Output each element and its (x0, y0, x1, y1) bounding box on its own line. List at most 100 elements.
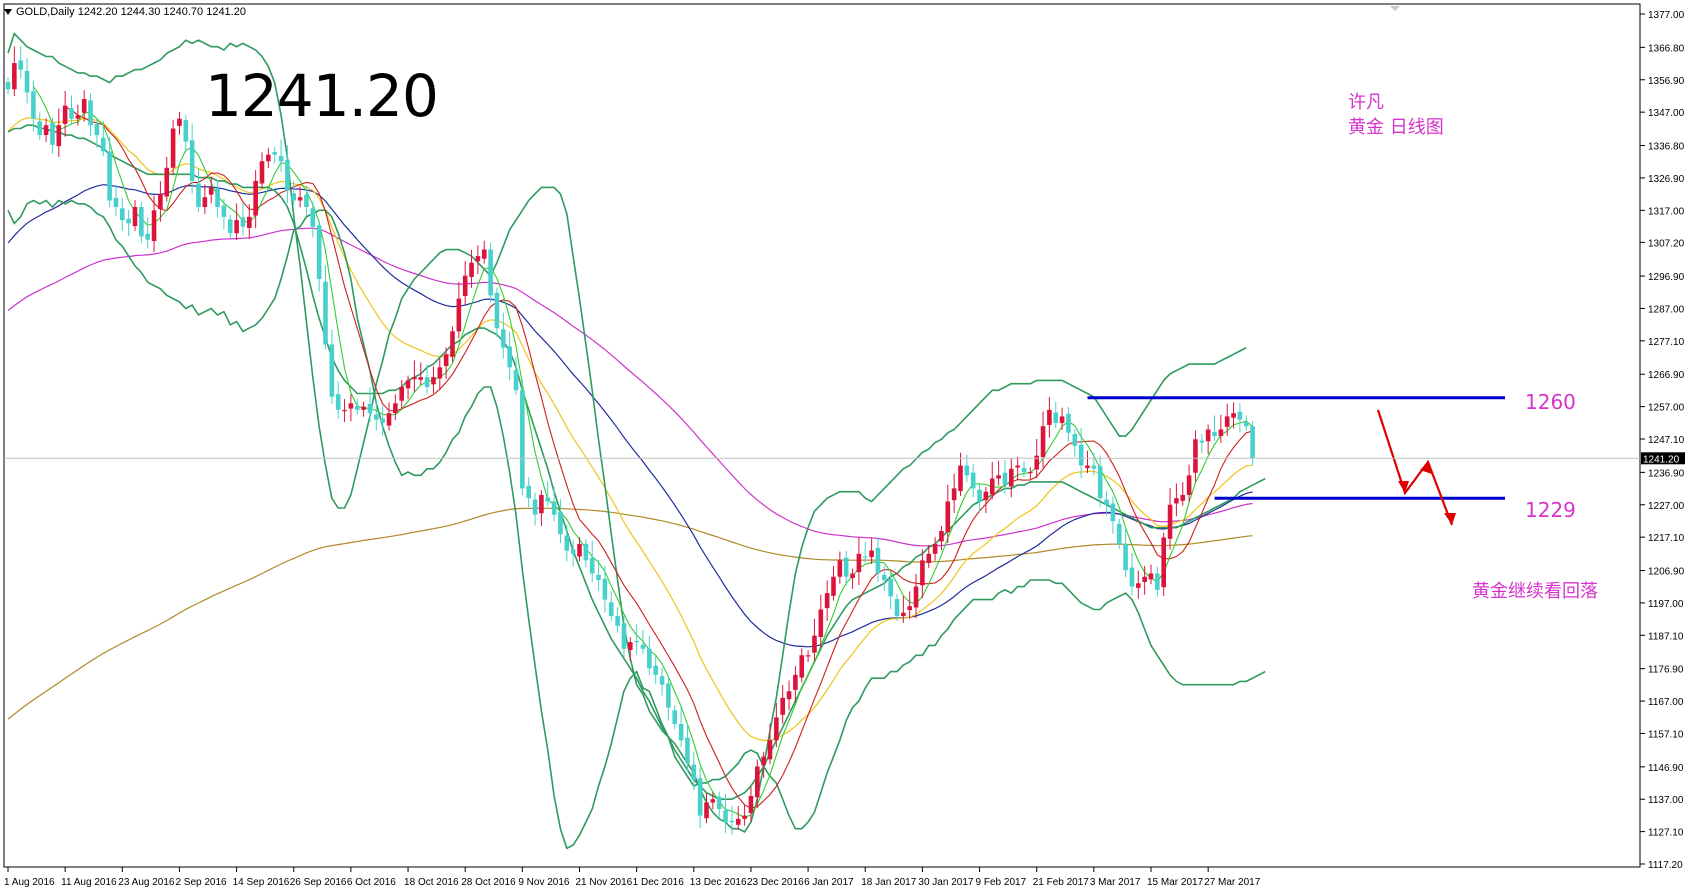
candle-body (596, 574, 601, 581)
candle-body (1129, 567, 1135, 587)
candle-body (94, 123, 100, 136)
candle-body (43, 125, 49, 136)
y-tick-label: 1336.80 (1648, 142, 1685, 153)
candle-body (1142, 576, 1147, 582)
candle (234, 203, 239, 241)
candle-body (62, 105, 68, 124)
chart-header: GOLD,Daily 1242.20 1244.30 1240.70 1241.… (4, 6, 246, 18)
candle-body (539, 494, 544, 514)
y-tick-label: 1127.10 (1648, 828, 1684, 839)
x-tick-label: 1 Dec 2016 (633, 877, 685, 888)
x-tick-label: 18 Jan 2017 (861, 877, 916, 888)
candle-body (1034, 455, 1039, 470)
scroll-marker-icon[interactable] (1390, 6, 1400, 11)
candle-body (215, 188, 220, 208)
candle (1186, 464, 1192, 502)
candle (151, 195, 157, 252)
candle (850, 568, 855, 589)
candle (501, 312, 506, 359)
candle (545, 480, 551, 507)
candle-body (170, 128, 176, 168)
candle-body (69, 108, 74, 119)
candle-body (640, 644, 646, 649)
candle (640, 630, 646, 654)
candle (1212, 415, 1217, 441)
candle-body (831, 576, 836, 596)
yellow-ma-layer (7, 117, 1253, 742)
candle (139, 202, 144, 244)
candle (1047, 397, 1052, 438)
candle-body (932, 544, 938, 554)
candle (43, 118, 49, 142)
y-tick-label: 1277.10 (1648, 337, 1685, 348)
candle-body (285, 159, 290, 191)
arrow-head-icon (1398, 481, 1409, 493)
y-tick-label: 1377.00 (1648, 10, 1685, 21)
candle-body (374, 414, 379, 420)
candle-body (113, 197, 119, 208)
arrow-head-icon (1444, 513, 1456, 525)
candle-body (621, 623, 627, 649)
candle-body (520, 390, 525, 489)
x-tick-label: 9 Feb 2017 (976, 877, 1027, 888)
x-axis: 1 Aug 2016 11 Aug 2016 23 Aug 2016 2 Sep 20… (4, 867, 1261, 888)
x-tick-label: 21 Nov 2016 (576, 877, 633, 888)
candle-body (164, 167, 170, 197)
candle-body (393, 403, 398, 414)
outlook-label: 黄金继续看回落 (1472, 581, 1598, 602)
candle (577, 537, 582, 562)
candle (1097, 455, 1103, 508)
candle (304, 185, 309, 216)
candle (926, 545, 932, 568)
candle (1155, 566, 1160, 597)
candle (755, 759, 760, 809)
candle (735, 806, 741, 830)
arrow-head-icon (1420, 462, 1432, 474)
candle (24, 58, 30, 104)
x-tick-label: 14 Sep 2016 (233, 877, 290, 888)
candle-body (335, 394, 341, 410)
candle-body (450, 331, 455, 357)
candle-body (786, 691, 792, 700)
candle-body (672, 710, 678, 724)
candle-body (234, 220, 239, 234)
candle-body (1237, 411, 1243, 420)
candle-body (177, 118, 182, 126)
candle (1193, 430, 1198, 482)
candle (107, 136, 112, 208)
candle-body (653, 665, 658, 675)
chart-menu-triangle-icon[interactable] (4, 9, 12, 16)
author-label: 许凡 (1348, 92, 1384, 113)
candle-body (1116, 523, 1122, 545)
candle-body (361, 406, 366, 410)
candle-body (1136, 583, 1141, 588)
candle (291, 180, 297, 206)
candle (1072, 429, 1078, 457)
candle (81, 90, 87, 122)
candle (621, 616, 627, 658)
candle-body (405, 380, 411, 389)
x-tick-label: 30 Jan 2017 (918, 877, 973, 888)
candle (608, 591, 614, 621)
candle-body (418, 377, 424, 380)
candle-body (494, 292, 500, 329)
candle-body (1085, 465, 1090, 469)
candle-body (501, 329, 506, 348)
candle-body (1009, 468, 1014, 487)
candle (196, 168, 201, 212)
candle-body (862, 556, 868, 558)
candle-body (158, 193, 163, 209)
candle-body (1180, 494, 1186, 501)
candle (145, 217, 150, 249)
candle-body (1231, 413, 1236, 418)
candle (977, 482, 982, 513)
candle-body (1224, 416, 1230, 427)
candle-body (710, 799, 716, 803)
blue-ma-line (7, 184, 1253, 648)
x-tick-label: 18 Oct 2016 (404, 877, 459, 888)
candle (431, 366, 436, 394)
candle (907, 591, 912, 619)
y-tick-label: 1146.90 (1648, 763, 1684, 774)
